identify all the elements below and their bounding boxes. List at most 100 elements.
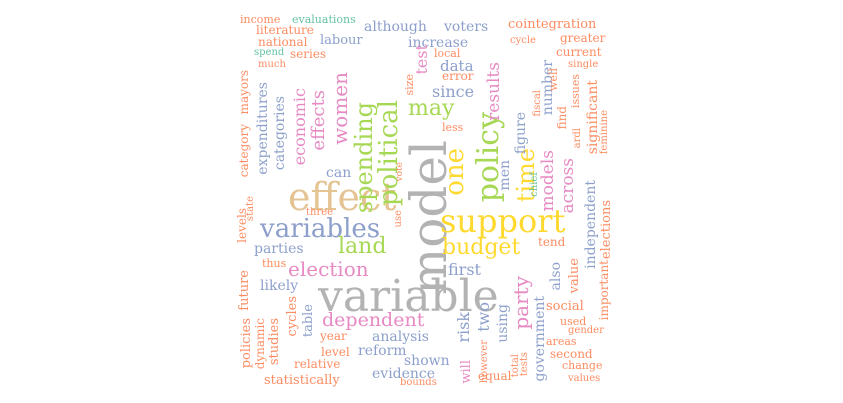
word-figure: figure bbox=[513, 112, 529, 155]
word-support: support bbox=[440, 202, 566, 240]
word-ardl: ardl bbox=[572, 128, 583, 149]
word-relative: relative bbox=[294, 357, 341, 371]
word-well: well bbox=[547, 68, 560, 91]
word-variables: variables bbox=[260, 214, 381, 244]
word-series: series bbox=[290, 47, 327, 61]
word-shown: shown bbox=[404, 353, 450, 369]
word-increase: increase bbox=[408, 35, 469, 51]
word-will: will bbox=[459, 360, 474, 384]
word-political: political bbox=[374, 100, 404, 207]
word-tend: tend bbox=[538, 235, 566, 249]
word-party: party bbox=[509, 276, 533, 330]
word-independent: independent bbox=[583, 180, 599, 269]
word-error: error bbox=[442, 69, 474, 83]
word-less: less bbox=[442, 121, 464, 134]
word-categories: categories bbox=[272, 96, 288, 171]
word-category: category bbox=[237, 124, 251, 178]
word-level: level bbox=[321, 345, 350, 359]
word-across: across bbox=[558, 158, 578, 214]
word-risk: risk bbox=[454, 312, 473, 343]
word-greater: greater bbox=[560, 31, 606, 45]
word-expenditures: expenditures bbox=[255, 82, 271, 175]
word-variable: variable bbox=[318, 271, 499, 322]
word-current: current bbox=[556, 45, 602, 59]
word-effects: effects bbox=[308, 90, 329, 151]
word-table: table bbox=[301, 304, 316, 338]
word-data: data bbox=[440, 57, 474, 75]
word-using: using bbox=[495, 304, 511, 343]
word-analysis: analysis bbox=[372, 329, 429, 345]
word-mayors: mayors bbox=[237, 70, 251, 115]
word-policies: policies bbox=[239, 318, 254, 369]
word-evidence: evidence bbox=[372, 366, 436, 382]
word-significant: significant bbox=[585, 80, 601, 155]
word-year: year bbox=[320, 329, 347, 343]
word-cointegration: cointegration bbox=[508, 17, 597, 32]
word-cycle: cycle bbox=[510, 35, 536, 46]
word-use: use bbox=[393, 210, 404, 228]
word-state: state bbox=[245, 196, 256, 222]
word-fiscal: fiscal bbox=[532, 90, 543, 117]
word-spend: spend bbox=[254, 47, 285, 58]
word-important: important bbox=[597, 260, 611, 321]
word-size: size bbox=[403, 74, 416, 96]
word-since: since bbox=[432, 82, 475, 101]
word-cycles: cycles bbox=[285, 296, 300, 337]
word-issues: issues bbox=[569, 74, 582, 109]
word-single: single bbox=[568, 59, 599, 70]
word-parties: parties bbox=[254, 241, 304, 257]
word-areas: areas bbox=[546, 335, 577, 348]
word-literature: literature bbox=[256, 23, 314, 37]
word-two: two bbox=[474, 302, 493, 332]
word-test: test bbox=[412, 44, 431, 75]
word-income: income bbox=[240, 13, 281, 26]
word-models: models bbox=[538, 150, 558, 212]
word-local: local bbox=[434, 47, 461, 60]
word-used: used bbox=[560, 315, 587, 328]
word-labour: labour bbox=[320, 33, 363, 48]
word-may: may bbox=[408, 96, 455, 121]
word-women: women bbox=[328, 72, 352, 145]
word-bounds: bounds bbox=[400, 377, 437, 388]
word-dependent: dependent bbox=[322, 309, 425, 331]
word-social: social bbox=[546, 299, 584, 314]
word-statistically: statistically bbox=[264, 373, 340, 388]
word-first: first bbox=[448, 260, 481, 279]
word-national: national bbox=[258, 35, 308, 49]
word-land: land bbox=[338, 234, 387, 259]
word-men: men bbox=[497, 160, 513, 191]
word-although: although bbox=[364, 19, 427, 35]
word-dynamic: dynamic bbox=[253, 318, 267, 370]
word-feminine: feminine bbox=[599, 110, 610, 155]
word-equal: equal bbox=[478, 369, 512, 383]
word-thus: thus bbox=[262, 257, 287, 270]
word-values: values bbox=[568, 373, 601, 384]
word-gender: gender bbox=[568, 325, 604, 336]
word-one: one bbox=[440, 148, 470, 196]
word-voters: voters bbox=[444, 19, 489, 35]
word-vote: vote bbox=[395, 162, 405, 182]
word-chief: chief bbox=[529, 172, 540, 197]
word-government: government bbox=[532, 296, 548, 382]
word-future: future bbox=[237, 270, 252, 311]
word-spending: spending bbox=[350, 102, 378, 214]
word-much: much bbox=[258, 59, 286, 70]
word-evaluations: evaluations bbox=[292, 13, 356, 26]
word-budget: budget bbox=[442, 235, 521, 260]
word-tests: tests bbox=[519, 352, 530, 377]
word-economic: economic bbox=[290, 88, 309, 166]
word-election: election bbox=[288, 257, 369, 281]
word-results: results bbox=[484, 62, 504, 121]
word-three: three bbox=[306, 207, 334, 218]
word-change: change bbox=[562, 359, 603, 372]
word-second: second bbox=[550, 347, 593, 361]
word-effect: effect bbox=[288, 175, 397, 219]
word-also: also bbox=[548, 262, 564, 291]
word-can: can bbox=[326, 165, 352, 181]
word-find: find bbox=[555, 106, 569, 130]
word-studies: studies bbox=[267, 318, 282, 366]
word-value: value bbox=[567, 258, 582, 294]
word-elections: elections bbox=[599, 200, 614, 260]
word-likely: likely bbox=[260, 278, 299, 294]
